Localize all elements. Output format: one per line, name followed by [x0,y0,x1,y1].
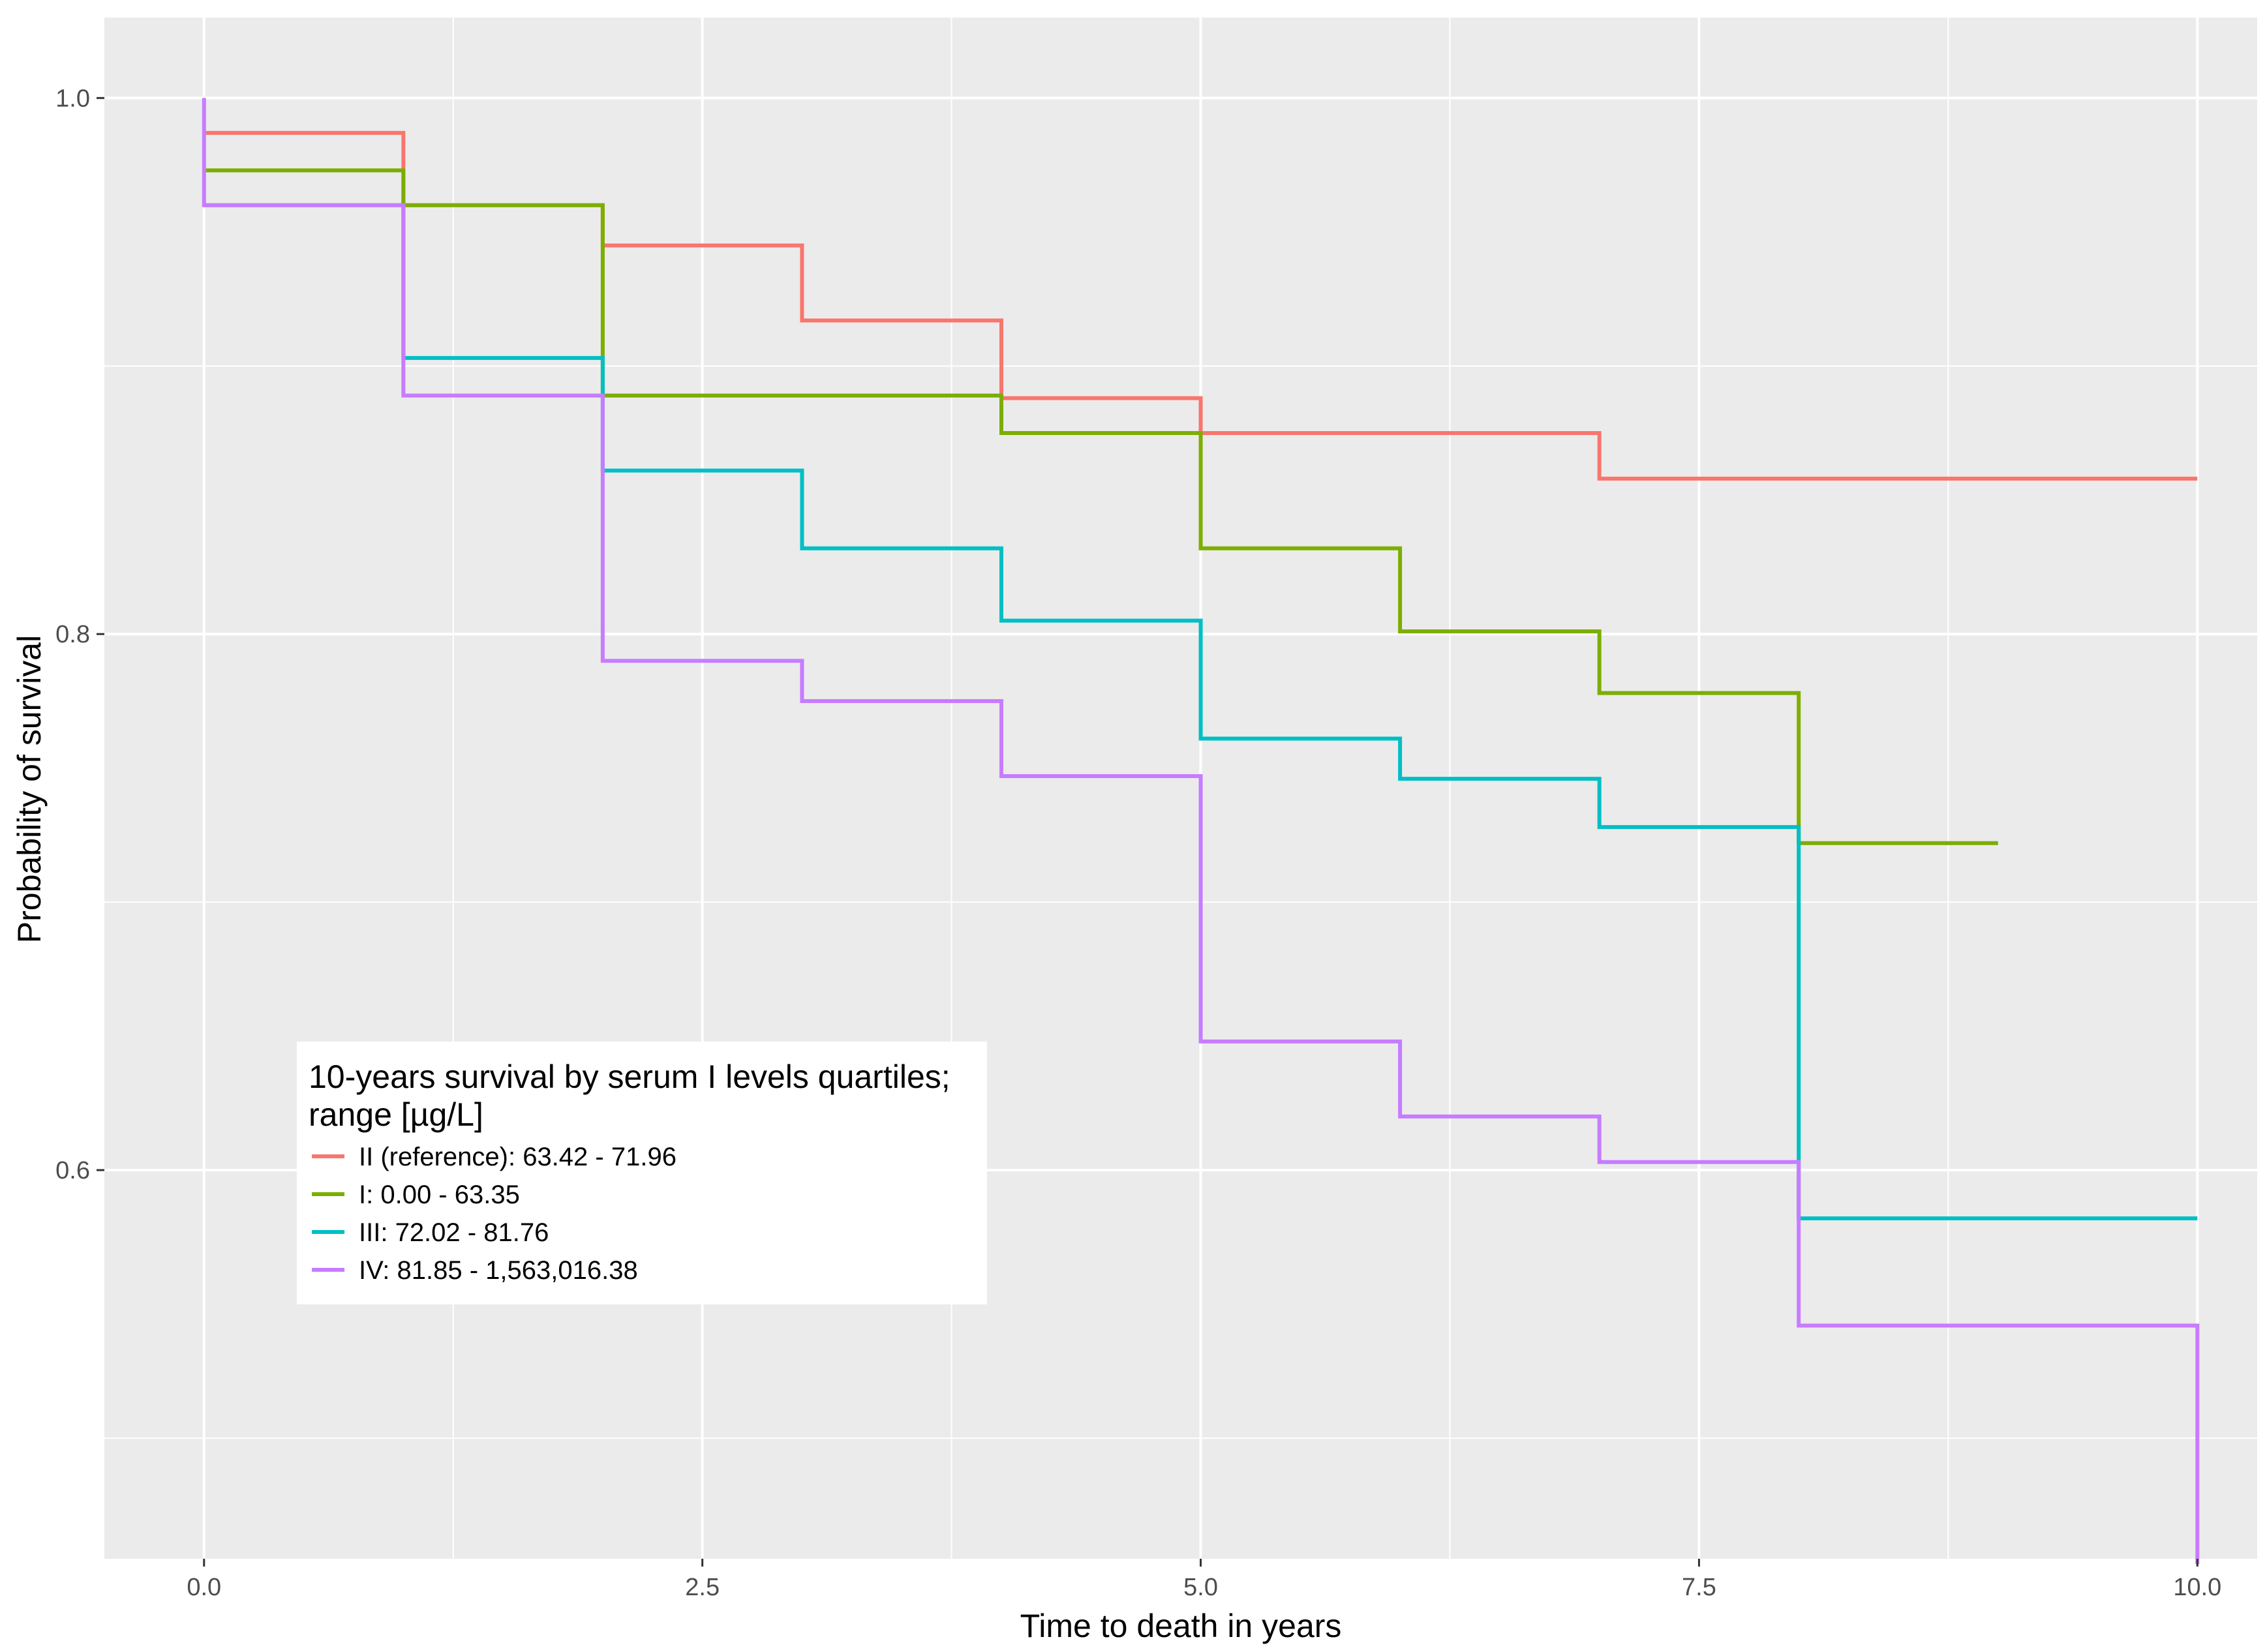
plot-panel [104,18,2257,1559]
series-line-2 [204,168,1998,845]
y-axis-title: Probability of survival [11,635,48,943]
legend-title-line2: range [µg/L] [309,1096,483,1133]
legend-label-3: III: 72.02 - 81.76 [359,1218,549,1247]
x-tick-label: 5.0 [1183,1574,1218,1601]
x-axis: 0.0 2.5 5.0 7.5 10.0 [187,1559,2221,1601]
x-tick-label: 0.0 [187,1574,221,1601]
y-tick-label: 1.0 [55,85,90,112]
x-axis-title: Time to death in years [1020,1608,1342,1644]
minor-gridlines [104,18,2257,1559]
series-line-3 [204,203,2198,1221]
legend-label-1: II (reference): 63.42 - 71.96 [359,1143,676,1171]
y-tick-label: 0.6 [55,1157,90,1184]
x-tick-label: 2.5 [685,1574,720,1601]
series-line-4 [202,98,2200,1565]
legend-box [297,1042,987,1304]
y-tick-label: 0.8 [55,621,90,648]
legend-title-line1: 10-years survival by serum I levels quar… [309,1059,950,1095]
x-tick-label: 7.5 [1682,1574,1716,1601]
legend-label-2: I: 0.00 - 63.35 [359,1180,520,1209]
y-axis: 0.6 0.8 1.0 [55,85,104,1184]
legend: 10-years survival by serum I levels quar… [297,1042,987,1304]
legend-label-4: IV: 81.85 - 1,563,016.38 [359,1256,638,1285]
x-tick-label: 10.0 [2173,1574,2221,1601]
series-layer [202,98,2200,1565]
